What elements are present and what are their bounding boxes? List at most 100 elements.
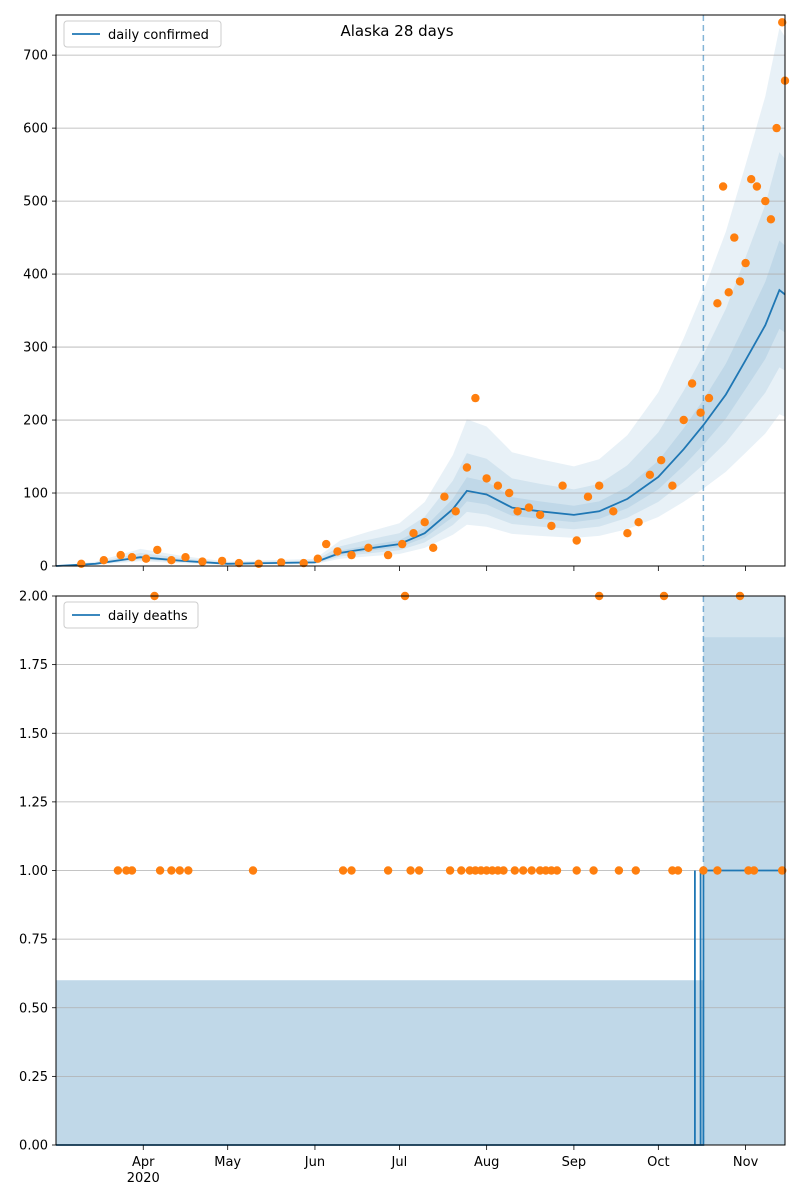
data-point: [406, 866, 415, 875]
confirmed-x-axis-ticks: [142, 566, 746, 571]
data-point: [99, 556, 109, 565]
y-tick-label: 2.00: [19, 590, 48, 605]
deaths-data-points: [113, 591, 787, 875]
data-point: [409, 529, 418, 538]
data-point: [113, 866, 123, 875]
data-point: [572, 536, 581, 545]
data-point: [558, 481, 567, 490]
data-point: [741, 258, 750, 268]
data-point: [696, 408, 705, 417]
data-point: [347, 550, 356, 560]
y-tick-label: 0.00: [19, 1139, 48, 1154]
data-point: [668, 481, 677, 490]
y-tick-label: 400: [23, 268, 48, 283]
data-point: [429, 543, 438, 552]
data-point: [645, 470, 655, 479]
data-point: [153, 545, 162, 555]
data-point: [322, 539, 331, 549]
data-point: [383, 550, 393, 560]
data-point: [299, 558, 308, 568]
data-point: [595, 481, 604, 490]
y-tick-label: 1.25: [19, 795, 48, 810]
data-point: [155, 866, 165, 875]
data-point: [572, 866, 581, 875]
data-point: [699, 866, 708, 875]
x-tick-label: Aug: [474, 1155, 499, 1170]
y-tick-label: 200: [23, 414, 48, 429]
confirmed-y-axis: 0 100 200 300 400 500 600 700: [23, 49, 56, 575]
y-tick-label: 0.75: [19, 933, 48, 948]
legend-box: [63, 20, 222, 48]
x-tick-label: Sep: [562, 1155, 587, 1170]
data-point: [364, 543, 373, 552]
data-point: [141, 554, 151, 563]
y-tick-label: 0.25: [19, 1070, 48, 1085]
data-point: [383, 866, 393, 875]
data-point: [679, 415, 688, 425]
data-point: [499, 866, 508, 875]
data-point: [167, 866, 176, 875]
data-point: [752, 182, 762, 191]
data-point: [471, 393, 480, 403]
x-tick-label: May: [214, 1155, 241, 1170]
y-tick-label: 1.75: [19, 658, 48, 673]
chart-title: Alaska 28 days: [340, 22, 453, 40]
data-point: [457, 866, 466, 875]
data-point: [414, 866, 424, 875]
data-point: [513, 507, 522, 516]
data-point: [184, 866, 193, 875]
data-point: [398, 539, 407, 549]
data-point: [505, 488, 514, 498]
uncertainty-band: [56, 637, 785, 1145]
legend-box: [63, 601, 199, 629]
data-point: [77, 559, 86, 568]
confirmed-axes-frame: [55, 14, 786, 567]
deaths-series-line: [56, 869, 785, 1146]
data-point: [657, 456, 666, 465]
legend-label: daily confirmed: [108, 28, 209, 43]
data-point: [735, 277, 745, 286]
data-point: [313, 554, 322, 563]
data-point: [234, 558, 244, 568]
data-point: [535, 510, 545, 520]
data-point: [347, 866, 356, 875]
data-point: [687, 379, 697, 388]
data-point: [766, 215, 776, 224]
data-point: [718, 182, 728, 191]
y-tick-label: 0.50: [19, 1001, 48, 1016]
data-point: [493, 481, 503, 490]
data-point: [217, 556, 227, 566]
data-point: [333, 547, 342, 556]
y-tick-label: 500: [23, 195, 48, 210]
data-point: [482, 474, 491, 483]
deaths-legend: daily deaths: [63, 601, 199, 629]
x-tick-label: Oct: [647, 1155, 669, 1170]
data-point: [181, 553, 190, 562]
deaths-y-axis: 0.00 0.25 0.50 0.75 1.00 1.25 1.50 1.75 2.00: [19, 590, 56, 1154]
data-point: [175, 866, 184, 875]
data-point: [730, 233, 739, 242]
data-point: [772, 123, 781, 133]
data-point: [519, 866, 528, 875]
data-point: [116, 550, 125, 560]
deaths-chart-panel: 0.00 0.25 0.50 0.75 1.00 1.25 1.50 1.75 2.00 Apr…: [19, 590, 787, 1186]
data-point: [589, 866, 598, 875]
data-point: [778, 866, 787, 875]
data-point: [634, 518, 643, 527]
data-point: [724, 288, 733, 297]
data-point: [254, 559, 263, 568]
y-tick-label: 700: [23, 49, 48, 64]
y-tick-label: 100: [23, 487, 48, 502]
confirmed-gridlines: [56, 54, 785, 567]
legend-label: daily deaths: [108, 609, 188, 624]
data-point: [747, 175, 756, 184]
data-point: [673, 866, 683, 875]
x-tick-label: Nov: [733, 1155, 759, 1170]
data-point: [440, 492, 449, 501]
data-point: [524, 503, 534, 512]
y-tick-label: 0: [40, 560, 48, 575]
x-tick-label: Jul: [391, 1155, 408, 1170]
confirmed-chart-panel: 0 100 200 300 400 500 600 700 Alaska 28 days da…: [23, 14, 790, 575]
data-point: [462, 463, 472, 472]
